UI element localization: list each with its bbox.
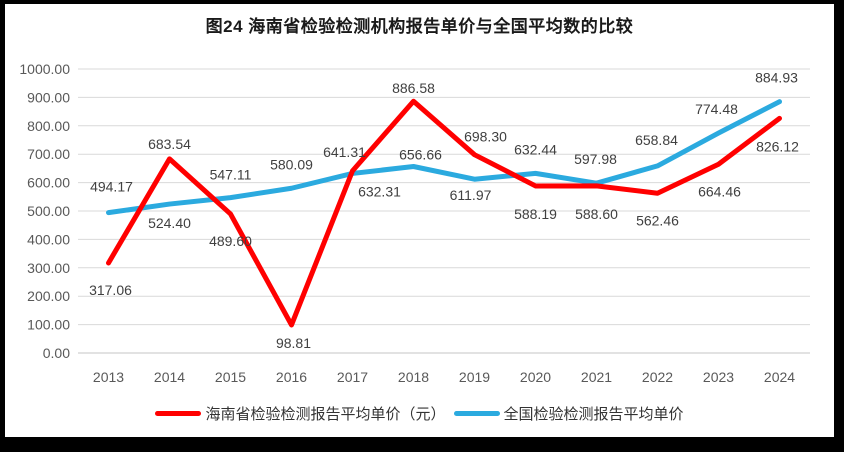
legend-line-swatch-red xyxy=(155,410,202,416)
data-label: 588.19 xyxy=(514,206,557,222)
x-axis-tick-label: 2021 xyxy=(581,369,612,385)
data-label: 658.84 xyxy=(635,132,678,148)
data-label: 317.06 xyxy=(89,282,132,298)
chart-legend: 海南省检验检测报告平均单价（元） 全国检验检测报告平均单价 xyxy=(5,402,834,424)
chart-background xyxy=(5,4,834,437)
y-axis-tick-label: 0.00 xyxy=(43,345,70,361)
data-label: 611.97 xyxy=(450,187,492,203)
data-label: 886.58 xyxy=(392,80,435,96)
legend-item-hainan: 海南省检验检测报告平均单价（元） xyxy=(155,403,446,424)
chart-title: 图24 海南省检验检测机构报告单价与全国平均数的比较 xyxy=(205,17,634,36)
data-label: 494.17 xyxy=(90,179,133,195)
y-axis-tick-label: 400.00 xyxy=(27,231,70,247)
legend-line-swatch-blue xyxy=(453,410,500,416)
data-label: 524.40 xyxy=(148,215,191,231)
x-axis-tick-label: 2020 xyxy=(520,369,551,385)
y-axis-tick-label: 800.00 xyxy=(27,118,70,134)
legend-label-hainan: 海南省检验检测报告平均单价（元） xyxy=(205,405,446,423)
data-label: 588.60 xyxy=(575,206,618,222)
y-axis-tick-label: 200.00 xyxy=(27,288,70,304)
data-label: 632.44 xyxy=(514,141,557,157)
data-label: 884.93 xyxy=(755,70,798,86)
y-axis-tick-label: 600.00 xyxy=(27,175,70,191)
y-axis-tick-label: 300.00 xyxy=(27,260,70,276)
data-label: 580.09 xyxy=(270,156,313,172)
x-axis-tick-label: 2018 xyxy=(398,369,429,385)
data-label: 698.30 xyxy=(464,129,507,145)
data-label: 562.46 xyxy=(636,212,679,228)
x-axis-tick-label: 2023 xyxy=(703,369,734,385)
x-axis-tick-label: 2014 xyxy=(154,369,185,385)
y-axis-tick-label: 1000.00 xyxy=(19,61,70,77)
y-axis-tick-label: 500.00 xyxy=(27,203,70,219)
data-label: 641.31 xyxy=(323,144,366,160)
data-label: 656.66 xyxy=(399,147,442,163)
data-label: 597.98 xyxy=(574,151,617,167)
x-axis-tick-label: 2013 xyxy=(93,369,124,385)
data-label: 489.60 xyxy=(209,233,252,249)
x-axis-tick-label: 2024 xyxy=(764,369,795,385)
data-label: 683.54 xyxy=(148,136,191,152)
x-axis-tick-label: 2017 xyxy=(337,369,368,385)
series-line xyxy=(106,99,782,216)
y-axis-tick-label: 700.00 xyxy=(27,146,70,162)
y-axis-tick-label: 100.00 xyxy=(27,317,70,333)
data-label: 547.11 xyxy=(210,167,252,183)
data-label: 632.31 xyxy=(358,183,401,199)
x-axis-tick-label: 2016 xyxy=(276,369,307,385)
data-label: 774.48 xyxy=(695,101,738,117)
data-label: 98.81 xyxy=(276,335,311,351)
data-label: 826.12 xyxy=(756,138,799,154)
x-axis-tick-label: 2022 xyxy=(642,369,673,385)
x-axis-tick-label: 2019 xyxy=(459,369,490,385)
y-axis-tick-label: 900.00 xyxy=(27,89,70,105)
series-line xyxy=(106,98,782,328)
legend-label-national: 全国检验检测报告平均单价 xyxy=(503,405,684,423)
legend-item-national: 全国检验检测报告平均单价 xyxy=(453,403,684,424)
data-label: 664.46 xyxy=(698,183,741,199)
x-axis-tick-label: 2015 xyxy=(215,369,246,385)
